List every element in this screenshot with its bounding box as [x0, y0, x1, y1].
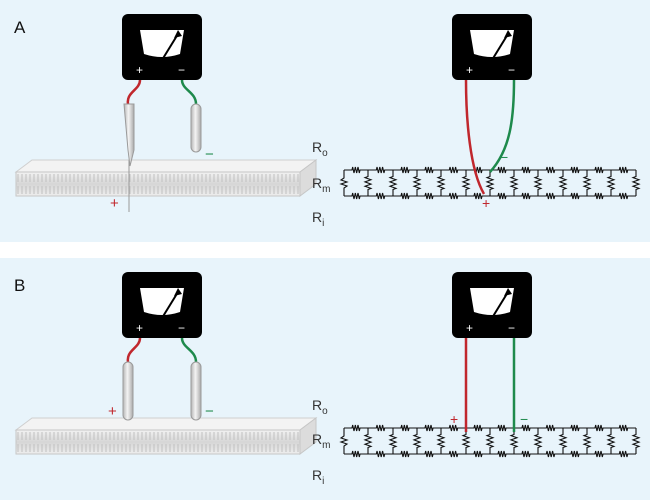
voltmeter-icon: + − [122, 272, 202, 338]
rm-label: Rm [312, 175, 330, 195]
meter-minus: − [508, 63, 515, 77]
circuit-minus-label: − [520, 411, 528, 427]
negative-electrode [180, 79, 202, 153]
meter-minus: − [178, 321, 185, 335]
voltmeter-icon: + − [122, 14, 202, 80]
diagram-a: + − + − + − Ro Rm Ri + − [14, 14, 641, 229]
rm-label: Rm [312, 431, 330, 451]
positive-wire [126, 79, 142, 105]
ro-label: Ro [312, 397, 328, 417]
meter-minus: − [178, 63, 185, 77]
electrode-minus-label: − [205, 403, 214, 420]
panel-b: B + − [0, 258, 650, 500]
voltmeter-icon: + − [452, 14, 532, 80]
resistor-network [339, 166, 641, 200]
panel-label: B [14, 276, 26, 295]
positive-wire [126, 337, 142, 363]
panel-label: A [14, 18, 26, 37]
positive-electrode [122, 337, 142, 421]
circuit-positive-wire [464, 79, 486, 195]
meter-plus: + [466, 321, 473, 335]
ri-label: Ri [312, 467, 324, 487]
resistor-network [339, 424, 641, 458]
electrode-minus-label: − [205, 146, 214, 163]
meter-plus: + [466, 63, 473, 77]
circuit-plus-label: + [482, 195, 490, 211]
meter-plus: + [136, 63, 143, 77]
negative-wire [180, 337, 198, 363]
panel-a: A + − [0, 0, 650, 242]
positive-electrode [123, 79, 142, 212]
lipid-membrane [14, 159, 318, 197]
circuit-plus-label: + [450, 411, 458, 427]
negative-electrode [180, 337, 202, 421]
electrode-plus-label: + [110, 195, 119, 212]
lipid-membrane [14, 417, 318, 455]
ro-label: Ro [312, 139, 328, 159]
meter-plus: + [136, 321, 143, 335]
diagram-b: + − + − + − Ro Rm Ri + − [14, 272, 641, 487]
meter-minus: − [508, 321, 515, 335]
voltmeter-icon: + − [452, 272, 532, 338]
negative-wire [180, 79, 198, 105]
circuit-minus-label: − [500, 149, 508, 165]
circuit-negative-wire [489, 79, 516, 173]
electrode-plus-label: + [108, 403, 117, 420]
ri-label: Ri [312, 209, 324, 229]
